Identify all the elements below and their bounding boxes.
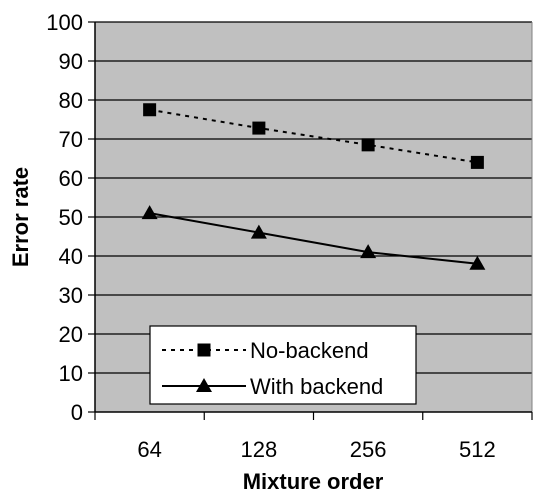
legend: No-backend With backend [149, 325, 417, 405]
data-point [470, 155, 484, 169]
y-tick-label: 60 [59, 166, 83, 191]
data-point [252, 121, 266, 135]
y-tick-label: 30 [59, 283, 83, 308]
y-tick-label: 40 [59, 244, 83, 269]
y-tick-label: 70 [59, 127, 83, 152]
y-tick-label: 80 [59, 88, 83, 113]
data-point [141, 205, 158, 220]
axes [88, 21, 533, 420]
data-point [250, 224, 267, 239]
series-with-backend [141, 205, 486, 270]
x-tick-label: 256 [350, 437, 387, 462]
data-point [143, 103, 157, 117]
series-no-backend [143, 103, 484, 169]
legend-label: With backend [250, 374, 383, 399]
y-tick-label: 100 [46, 10, 83, 35]
x-tick-label: 512 [459, 437, 496, 462]
legend-marker [196, 378, 212, 392]
series-layer [141, 103, 486, 270]
y-axis-title: Error rate [8, 167, 33, 267]
series-line [149, 108, 478, 164]
x-tick-label: 64 [137, 437, 161, 462]
y-tick-label: 50 [59, 205, 83, 230]
x-tick-labels: 64 128 256 512 [137, 437, 495, 462]
y-tick-label: 20 [59, 322, 83, 347]
x-tick-label: 128 [241, 437, 278, 462]
legend-box [149, 325, 417, 405]
legend-marker [197, 343, 211, 357]
legend-label: No-backend [250, 338, 369, 363]
y-tick-label: 0 [71, 400, 83, 425]
x-axis-title: Mixture order [243, 469, 384, 494]
y-tick-labels: 0 10 20 30 40 50 60 70 80 90 100 [46, 10, 83, 425]
data-point [469, 255, 486, 270]
y-tick-label: 10 [59, 361, 83, 386]
data-point [360, 244, 377, 259]
data-point [361, 138, 375, 152]
series-line [149, 212, 478, 265]
y-tick-label: 90 [59, 49, 83, 74]
